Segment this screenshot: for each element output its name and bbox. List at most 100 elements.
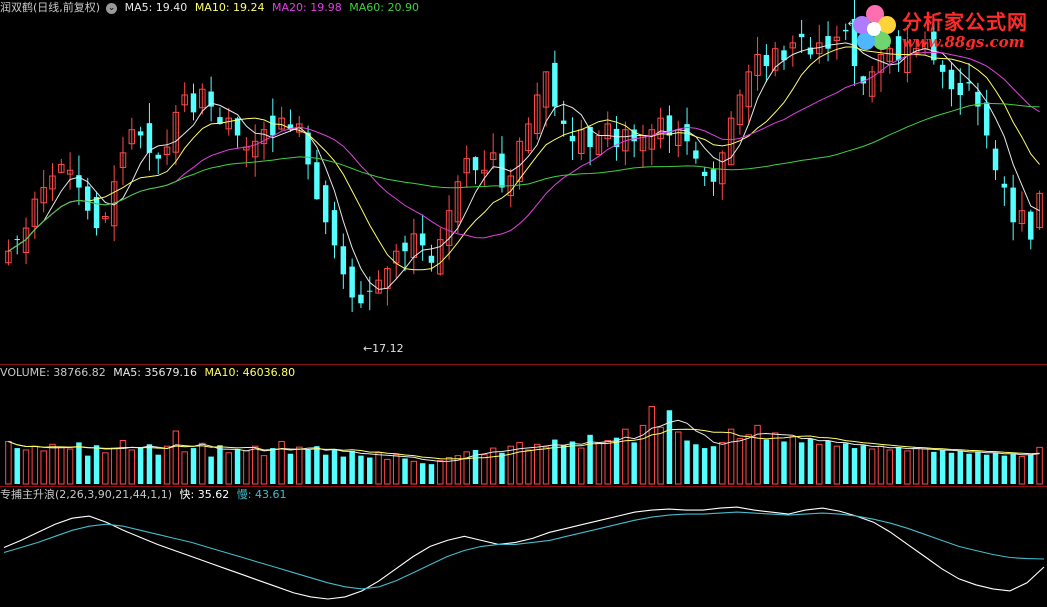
candle-up	[163, 146, 171, 155]
candle-down	[781, 50, 787, 61]
candle-down	[367, 290, 373, 292]
volume-bar-up	[648, 405, 656, 485]
candle-down	[763, 54, 770, 67]
candle-up	[789, 42, 797, 49]
candle-up	[66, 169, 74, 175]
candle-up	[49, 175, 56, 190]
volume-bar-down	[402, 458, 408, 484]
volume-bar-down	[137, 447, 144, 484]
candle-up	[463, 158, 470, 174]
volume-bar-up	[102, 452, 109, 485]
volume-bar-up	[789, 436, 797, 485]
candle-down	[217, 117, 223, 124]
volume-bar-up	[163, 445, 171, 485]
candle-up	[516, 140, 523, 183]
candle-down	[807, 47, 814, 55]
candle-up	[437, 239, 444, 275]
fast-label: 快: 35.62	[179, 488, 230, 501]
volume-bar-up	[31, 445, 39, 485]
volume-bar-down	[631, 442, 637, 484]
volume-bar-down	[763, 439, 770, 484]
volume-label: VOLUME: 38766.82	[0, 366, 106, 379]
ma20-line	[8, 51, 1040, 252]
volume-bar-down	[560, 445, 567, 484]
candle-down	[137, 131, 144, 136]
volume-bar-down	[146, 444, 153, 484]
volume-bar-down	[701, 448, 708, 484]
candle-down	[322, 185, 329, 223]
volume-bar-down	[499, 452, 505, 484]
volume-bar-down	[93, 445, 100, 484]
volume-bar-up	[384, 458, 391, 485]
candle-down	[851, 18, 858, 67]
volume-bar-up	[128, 449, 136, 485]
volume-bar-up	[525, 449, 532, 485]
candle-up	[533, 94, 541, 134]
volume-bar-down	[939, 449, 946, 484]
candle-down	[693, 150, 699, 159]
candle-up	[181, 94, 188, 106]
candle-up	[1018, 210, 1026, 225]
volume-bar-up	[225, 452, 232, 485]
volume-bar-up	[657, 426, 664, 485]
volume-bar-up	[445, 457, 453, 485]
volume-bar-down	[684, 440, 690, 484]
volume-bar-up	[454, 455, 462, 485]
volume-bar-down	[428, 464, 435, 484]
volume-bar-up	[604, 440, 611, 485]
candle-down	[499, 153, 505, 188]
candle-up	[525, 123, 532, 152]
candle-up	[251, 140, 259, 158]
candle-up	[172, 111, 180, 153]
volume-bar-up	[5, 440, 12, 485]
volume-bar-up	[463, 451, 470, 485]
volume-bar-down	[84, 455, 91, 484]
volume-ma5-label: MA5: 35679.16	[113, 366, 197, 379]
volume-bar-up	[639, 424, 647, 485]
volume-bar-down	[1001, 455, 1008, 484]
volume-bar-down	[983, 454, 990, 484]
volume-bar-down	[190, 448, 197, 484]
candle-up	[771, 48, 779, 71]
candle-down	[428, 255, 435, 263]
candle-down	[710, 169, 717, 182]
candle-down	[208, 91, 214, 107]
volume-bar-down	[358, 455, 364, 484]
volume-bar-down	[14, 448, 20, 484]
ma10-label: MA10: 19.24	[194, 1, 265, 14]
ma60-line	[8, 102, 1040, 252]
oscillator-label: 专捕主升浪(2,26,3,90,21,44,1,1)	[0, 488, 173, 501]
volume-bar-up	[886, 449, 893, 485]
volume-bar-up	[1018, 456, 1026, 485]
candle-down	[939, 64, 946, 72]
volume-bar-up	[877, 445, 885, 485]
candle-down	[1010, 187, 1016, 223]
candle-up	[22, 227, 30, 253]
settings-circle-icon[interactable]: ⌄	[106, 2, 118, 14]
volume-bar-up	[622, 428, 629, 485]
candle-down	[895, 36, 902, 61]
volume-bar-down	[552, 439, 558, 484]
volume-bar-up	[816, 443, 823, 485]
candle-down	[860, 76, 867, 84]
candle-down	[931, 31, 937, 61]
candle-down	[842, 29, 849, 32]
volume-bar-down	[992, 452, 999, 484]
volume-bar-down	[895, 447, 902, 484]
volume-bar-up	[507, 445, 515, 485]
volume-bar-down	[613, 437, 620, 484]
volume-bar-up	[921, 448, 929, 485]
volume-bar-up	[489, 447, 497, 485]
low-price-label: ←17.12	[363, 342, 404, 355]
volume-bar-down	[155, 454, 161, 484]
volume-bar-up	[110, 447, 118, 485]
candle-down	[825, 36, 831, 49]
candle-down	[560, 120, 567, 124]
candle-down	[983, 102, 990, 136]
candle-up	[489, 152, 497, 160]
oscillator-header: 专捕主升浪(2,26,3,90,21,44,1,1) 快: 35.62 慢: 4…	[0, 487, 290, 503]
volume-bar-down	[270, 448, 276, 484]
volume-bar-up	[719, 441, 726, 485]
